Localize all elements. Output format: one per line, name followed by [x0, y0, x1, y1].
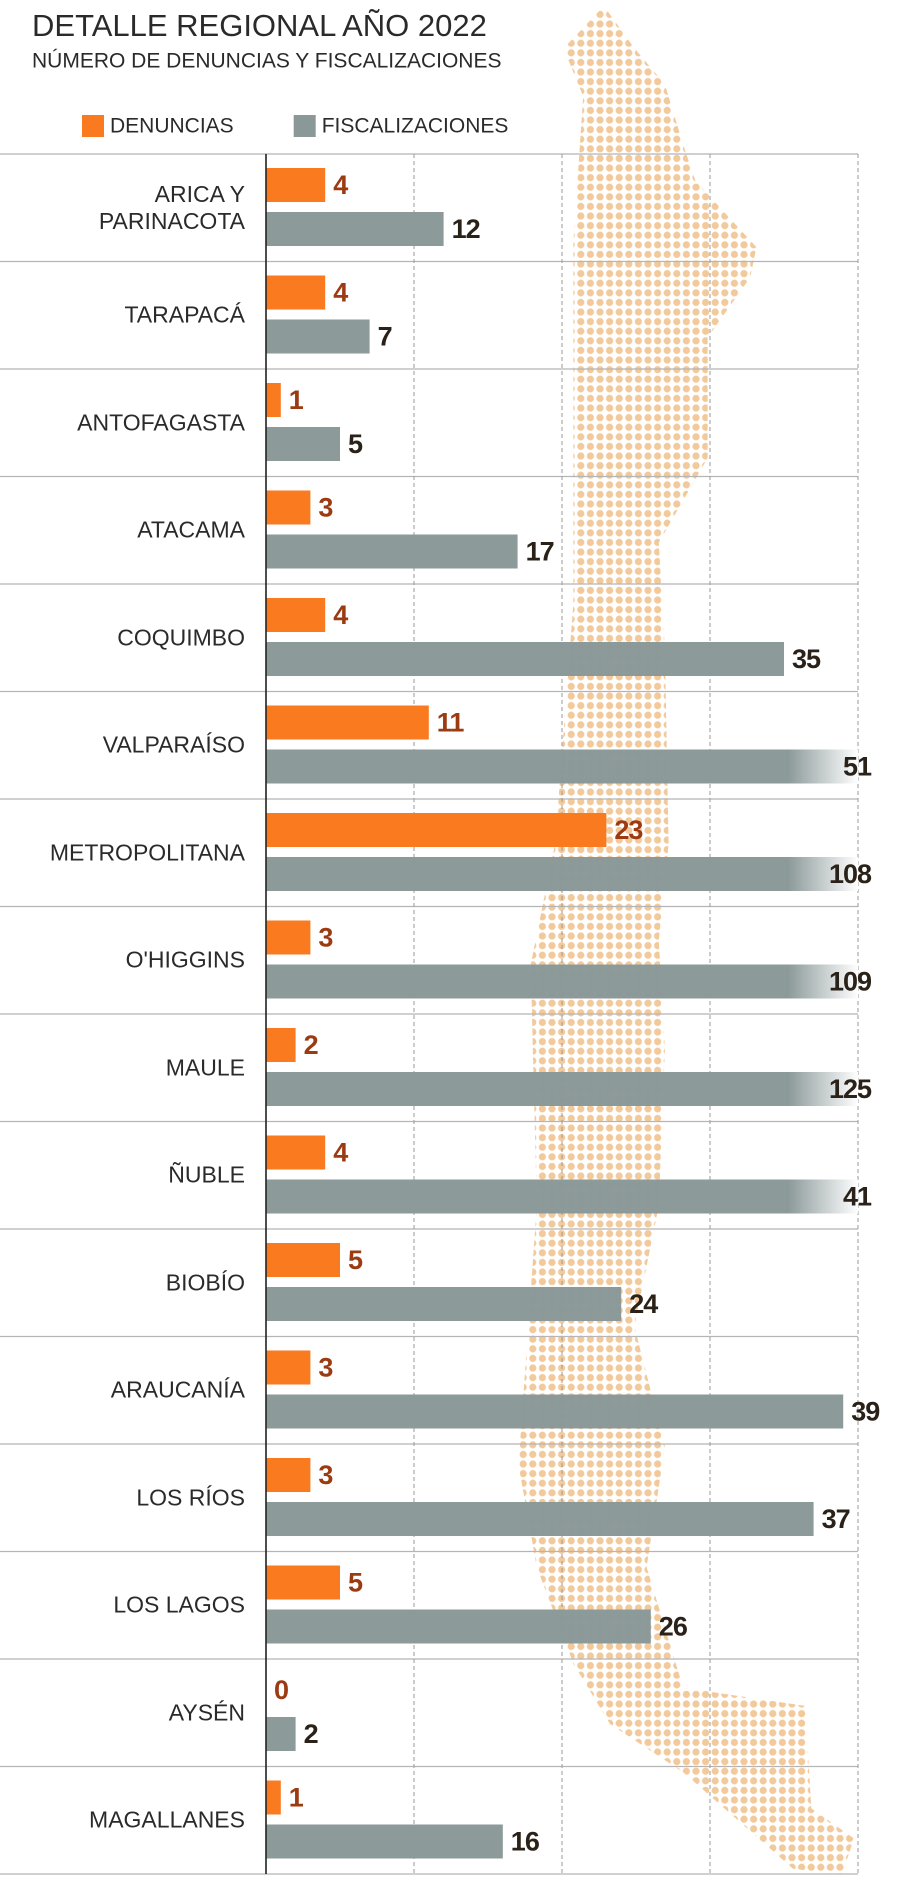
value-label: 39 — [851, 1397, 880, 1427]
legend: DENUNCIAS FISCALIZACIONES — [82, 115, 508, 138]
bar — [266, 705, 429, 740]
value-label: 7 — [378, 322, 392, 352]
category-label: COQUIMBO — [117, 624, 245, 651]
bar — [266, 1824, 503, 1859]
legend-label: FISCALIZACIONES — [322, 115, 509, 138]
bar — [266, 749, 858, 784]
value-label: 3 — [318, 923, 333, 953]
bar — [266, 383, 281, 417]
value-label: 3 — [318, 1460, 333, 1490]
bar — [266, 1028, 296, 1062]
bar — [266, 813, 607, 847]
bar — [266, 642, 784, 676]
bar-fade — [788, 964, 858, 999]
bar — [266, 964, 858, 999]
map-decoration — [518, 6, 854, 1875]
value-label: 0 — [274, 1675, 288, 1705]
bar — [266, 920, 311, 955]
bar — [266, 1458, 311, 1492]
value-label: 5 — [348, 1568, 363, 1598]
value-label: 3 — [318, 493, 333, 523]
bars — [266, 168, 858, 1859]
bar — [266, 319, 370, 354]
category-label: ARICA Y PARINACOTA — [98, 180, 245, 234]
category-label: ÑUBLE — [168, 1161, 245, 1188]
bar — [266, 427, 340, 461]
value-label: 1 — [289, 385, 304, 415]
chart-subtitle: NÚMERO DE DENUNCIAS Y FISCALIZACIONES — [32, 50, 501, 73]
chart-title: DETALLE REGIONAL AÑO 2022 — [32, 8, 487, 43]
value-label: 2 — [304, 1030, 318, 1060]
bar — [266, 490, 311, 525]
value-label: 51 — [843, 752, 872, 782]
bar-fade — [788, 749, 858, 784]
bar — [266, 1502, 814, 1536]
category-label: TARAPACÁ — [124, 301, 245, 328]
bar — [266, 212, 444, 246]
bar — [266, 598, 326, 632]
category-label: AYSÉN — [168, 1699, 245, 1726]
category-label: ATACAMA — [137, 516, 245, 543]
value-label: 16 — [511, 1827, 540, 1857]
value-label: 26 — [659, 1612, 688, 1642]
value-label: 109 — [829, 967, 872, 997]
value-label: 4 — [333, 600, 348, 630]
bar — [266, 1394, 844, 1429]
value-label: 2 — [304, 1719, 318, 1749]
category-label: VALPARAÍSO — [102, 731, 245, 758]
bar — [266, 1135, 326, 1170]
category-label: METROPOLITANA — [49, 839, 245, 866]
bar-fade — [788, 857, 858, 891]
bar — [266, 1609, 651, 1644]
legend-swatch — [293, 115, 316, 137]
category-label: O'HIGGINS — [125, 946, 245, 973]
bar — [266, 534, 518, 569]
bar — [266, 275, 326, 310]
bar — [266, 1179, 858, 1214]
value-label: 11 — [437, 708, 465, 738]
value-label: 108 — [829, 859, 872, 889]
category-label: LOS LAGOS — [113, 1591, 245, 1618]
bar — [266, 1565, 340, 1600]
value-label: 23 — [614, 815, 643, 845]
bar — [266, 168, 326, 202]
value-label: 5 — [348, 429, 363, 459]
category-label: MAULE — [165, 1054, 245, 1081]
bar — [266, 857, 858, 891]
value-label: 41 — [843, 1182, 872, 1212]
value-label: 3 — [318, 1353, 333, 1383]
value-label: 37 — [822, 1504, 850, 1534]
category-label: LOS RÍOS — [136, 1484, 245, 1511]
bar-fade — [788, 1179, 858, 1214]
bar — [266, 1780, 281, 1815]
legend-swatch — [82, 115, 104, 137]
legend-label: DENUNCIAS — [110, 115, 234, 138]
value-label: 4 — [333, 278, 348, 308]
category-label: BIOBÍO — [165, 1269, 245, 1296]
value-label: 12 — [452, 214, 480, 244]
value-label: 35 — [792, 644, 821, 674]
category-label: ARAUCANÍA — [110, 1376, 245, 1403]
bar — [266, 1287, 622, 1321]
value-label: 1 — [289, 1783, 304, 1813]
value-label: 125 — [829, 1074, 872, 1104]
bar — [266, 1072, 858, 1106]
value-label: 17 — [526, 537, 554, 567]
bar — [266, 1243, 340, 1277]
bar — [266, 1350, 311, 1385]
category-label: ANTOFAGASTA — [77, 409, 245, 436]
value-label: 4 — [333, 170, 348, 200]
bar — [266, 1717, 296, 1751]
bar-fade — [788, 1072, 858, 1106]
value-label: 24 — [629, 1289, 658, 1319]
value-label: 4 — [333, 1138, 348, 1168]
value-label: 5 — [348, 1245, 363, 1275]
category-label: MAGALLANES — [89, 1806, 245, 1833]
